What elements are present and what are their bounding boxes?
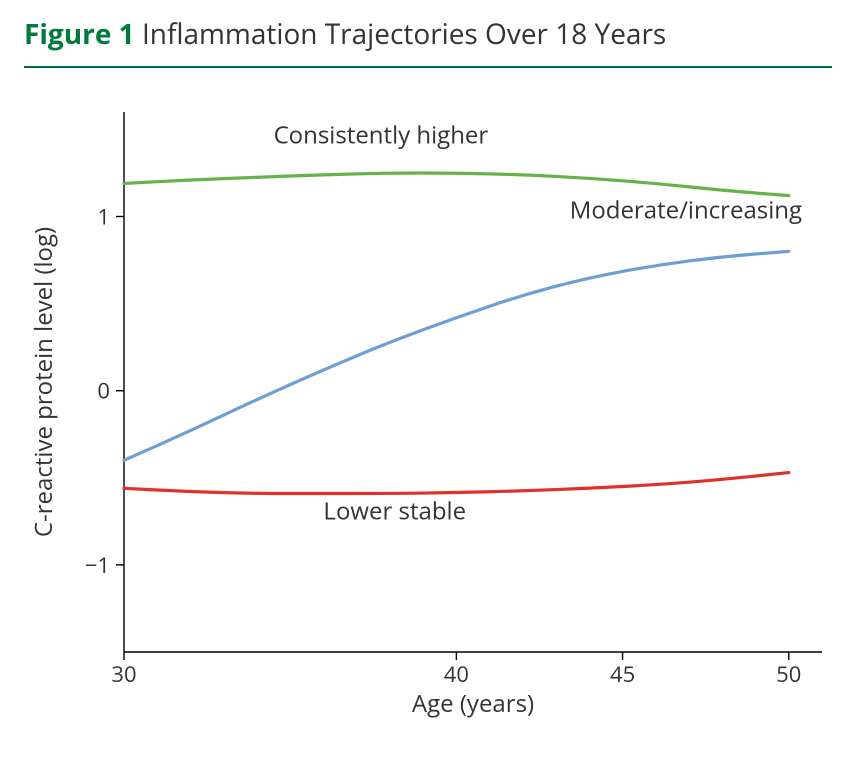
y-tick-label: 1	[97, 201, 110, 231]
x-tick-label: 45	[610, 659, 635, 689]
figure-title: Figure 1 Inflammation Trajectories Over …	[24, 18, 832, 66]
title-divider	[24, 66, 832, 68]
y-tick-label: −1	[85, 549, 110, 579]
figure-title-text: Inflammation Trajectories Over 18 Years	[142, 15, 666, 53]
series-label: Moderate/increasing	[570, 193, 802, 226]
chart-area: 30 40 45 50 −1 0 1 Age (years) C-reactive protei…	[24, 72, 832, 737]
series-label: Lower stable	[323, 494, 466, 527]
y-axis-label: C-reactive protein level (log)	[27, 226, 60, 536]
y-tick-label: 0	[97, 375, 110, 405]
series-line	[124, 173, 789, 196]
chart-svg: 30 40 45 50 −1 0 1 Age (years) C-reactive protei…	[24, 72, 832, 732]
x-tick-label: 40	[444, 659, 469, 689]
series-line	[124, 251, 789, 460]
x-tick-label: 30	[111, 659, 136, 689]
figure-number: Figure 1	[24, 15, 135, 53]
x-axis-label: Age (years)	[412, 687, 534, 720]
x-tick-label: 50	[776, 659, 801, 689]
series-line	[124, 472, 789, 493]
series-label: Consistently higher	[274, 118, 489, 151]
